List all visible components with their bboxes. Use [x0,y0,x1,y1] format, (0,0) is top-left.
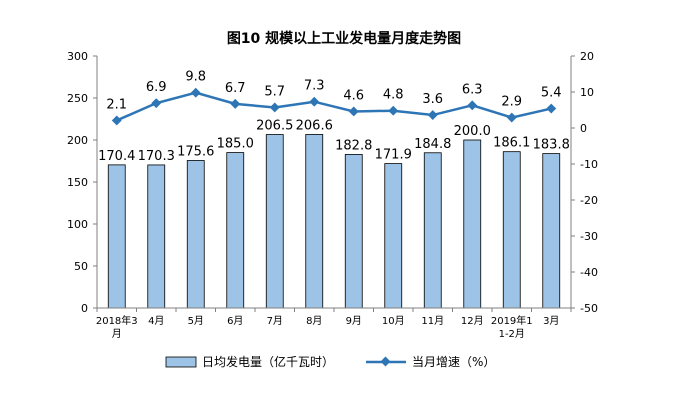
x-tick-label: 5月 [188,315,204,327]
y-left-tick-label: 100 [67,218,88,231]
line-point [506,112,517,123]
bar-value-label: 170.4 [98,149,135,164]
y-left-tick-label: 250 [67,92,88,105]
x-tick-label: 7月 [267,315,283,327]
bar-value-label: 186.1 [493,136,530,151]
bar [147,164,166,309]
y-left-tick-label: 200 [67,134,88,147]
bar-value-label: 175.6 [177,144,214,159]
bar-value-label: 184.8 [414,137,451,152]
line-value-label: 3.6 [422,92,443,107]
x-tick-label: 2018年3 [96,314,138,327]
x-tick-label: 月 [112,328,122,340]
bar [265,134,284,309]
bar-value-label: 185.0 [217,137,254,152]
y-right-tick-label: -30 [580,230,598,243]
bar [226,152,245,309]
line-value-label: 4.8 [383,88,404,103]
bar-value-label: 171.9 [375,148,412,163]
bar-value-label: 206.6 [296,118,333,133]
line-value-label: 9.8 [185,70,206,85]
y-right-tick-label: -40 [580,266,598,279]
bar [463,139,482,309]
line-value-label: 2.1 [106,97,127,112]
line-point [190,87,201,98]
legend-line-marker [380,356,391,367]
line-point [309,96,320,107]
bar [344,154,363,309]
x-tick-label: 8月 [306,315,322,327]
bar [305,134,324,309]
line-point [546,103,557,114]
legend: 日均发电量（亿千瓦时） 当月增速（%） [165,354,495,369]
y-left-tick-label: 150 [67,176,88,189]
x-tick-label: 9月 [346,315,362,327]
x-tick-label: 12月 [461,315,484,327]
y-right-tick-label: 10 [580,86,594,99]
line-value-label: 5.4 [541,86,562,101]
bar-value-label: 183.8 [533,138,570,153]
line-value-label: 4.6 [343,88,364,103]
x-tick-label: 3月 [543,315,559,327]
bar [107,164,126,309]
bar [186,160,205,309]
y-left-tick-label: 0 [81,302,88,315]
line-point [230,98,241,109]
line-value-label: 7.3 [304,79,325,94]
y-right-tick-label: -50 [580,302,598,315]
line-series: 2.1 6.9 9.8 6.7 5.7 7.3 4.6 4.8 3.6 6.3 2.9 5.4 [106,70,562,126]
x-tick-label: 10月 [382,315,405,327]
bar [384,163,403,309]
line-point [388,105,399,116]
line-value-label: 2.9 [501,95,522,110]
x-tick-label: 6月 [227,315,243,327]
line-value-label: 6.3 [462,82,483,97]
bar [542,153,561,309]
bar [423,152,442,309]
chart-title: 图10 规模以上工业发电量月度走势图 [227,30,461,47]
line-value-label: 6.7 [225,81,246,96]
y-left-tick-label: 50 [74,260,88,273]
legend-bar-label: 日均发电量（亿千瓦时） [202,354,334,369]
line-point [348,106,359,117]
line-point [111,115,122,126]
bar-value-label: 170.3 [138,149,175,164]
line-value-label: 6.9 [146,80,167,95]
y-right-tick-label: -20 [580,194,598,207]
line-point [467,100,478,111]
x-tick-label: 2019年1 [491,314,533,327]
legend-line-label: 当月增速（%） [412,355,495,369]
line-value-label: 5.7 [264,84,285,99]
bar-value-label: 200.0 [454,124,491,139]
x-tick-label: 1-2月 [499,328,525,340]
line-point [151,98,162,109]
y-right-tick-label: 20 [580,50,594,63]
bar [502,151,521,309]
legend-bar-swatch [165,356,197,368]
line-point [427,110,438,120]
y-right-tick-label: 0 [580,122,587,135]
x-tick-label: 4月 [148,315,164,327]
bar-value-label: 182.8 [335,138,372,153]
x-tick-label: 11月 [421,315,444,327]
axes: 0 50 100 150 200 250 300 -50 -40 -30 -20 -10 0 10 20 20… [67,50,598,340]
y-right-tick-label: -10 [580,158,598,171]
bar-value-label: 206.5 [256,119,293,134]
y-left-tick-label: 300 [67,50,88,63]
growth-line [116,91,552,122]
line-point [269,102,280,113]
